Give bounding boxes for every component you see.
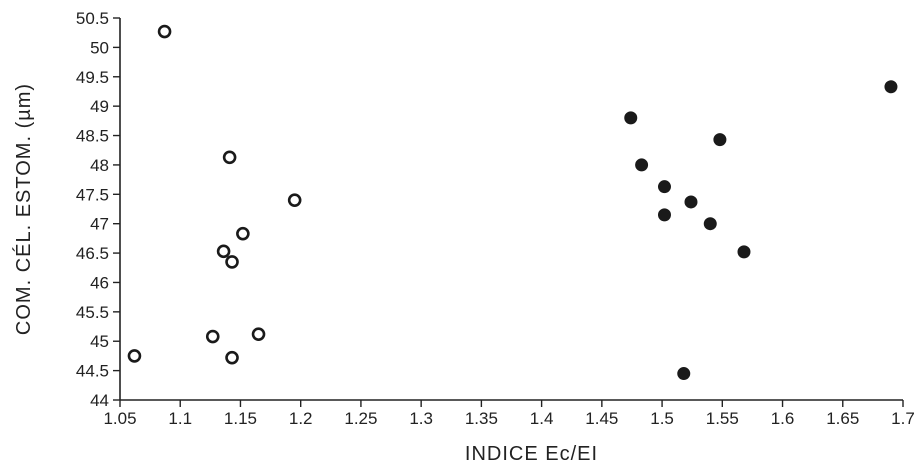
x-tick-label: 1.45 xyxy=(585,409,618,428)
filled-circle-point xyxy=(737,245,751,259)
data-points xyxy=(127,24,898,381)
y-tick-label: 46 xyxy=(90,273,109,292)
x-axis-ticks: 1.05 1.1 1.15 1.2 1.25 1.3 1.35 1.4 1.45 1.5 1.55 1… xyxy=(103,400,915,428)
x-axis-title: INDICE Ec/EI xyxy=(465,443,598,465)
y-tick-label: 45.5 xyxy=(76,303,109,322)
y-tick-label: 48 xyxy=(90,156,109,175)
x-tick-label: 1.35 xyxy=(465,409,498,428)
x-tick-label: 1.25 xyxy=(344,409,377,428)
x-tick-label: 1.15 xyxy=(224,409,257,428)
y-tick-label: 47.5 xyxy=(76,185,109,204)
y-tick-label: 49.5 xyxy=(76,68,109,87)
x-tick-label: 1.5 xyxy=(650,409,674,428)
y-tick-label: 50.5 xyxy=(76,9,109,28)
open-circle-point xyxy=(287,193,302,207)
open-circle-point xyxy=(222,150,237,165)
open-circle-point xyxy=(251,327,266,341)
y-tick-label: 45 xyxy=(90,332,109,351)
x-tick-label: 1.2 xyxy=(289,409,313,428)
x-tick-label: 1.55 xyxy=(706,409,739,428)
open-circle-point xyxy=(157,24,172,39)
open-circle-point xyxy=(127,349,142,363)
y-axis-ticks: 44 44.5 45 45.5 46 46.5 47 47.5 48 48.5 49 49.5 50 50… xyxy=(76,9,120,410)
filled-circle-point xyxy=(657,208,671,222)
filled-circle-point xyxy=(884,80,898,94)
open-circle-point xyxy=(225,350,239,365)
filled-circle-point xyxy=(635,158,649,172)
open-circle-point xyxy=(205,329,220,344)
x-tick-label: 1.7 xyxy=(891,409,915,428)
y-axis-title: COM. CÉL. ESTOM. (µm) xyxy=(12,83,35,335)
filled-circle-point xyxy=(703,217,717,231)
x-tick-label: 1.05 xyxy=(103,409,136,428)
y-tick-label: 47 xyxy=(90,215,109,234)
open-circle-point xyxy=(216,244,231,259)
open-circle-point xyxy=(236,226,250,241)
filled-circle-point xyxy=(677,367,691,381)
y-tick-label: 44.5 xyxy=(76,362,109,381)
filled-circle-point xyxy=(624,111,638,125)
y-tick-label: 44 xyxy=(90,391,109,410)
y-tick-label: 46.5 xyxy=(76,244,109,263)
x-tick-label: 1.3 xyxy=(409,409,433,428)
y-tick-label: 48.5 xyxy=(76,127,109,146)
x-tick-label: 1.1 xyxy=(168,409,192,428)
x-tick-label: 1.6 xyxy=(771,409,795,428)
x-tick-label: 1.4 xyxy=(530,409,554,428)
filled-circle-point xyxy=(657,180,671,194)
filled-circle-point xyxy=(684,195,698,209)
y-tick-label: 50 xyxy=(90,38,109,57)
filled-circle-point xyxy=(713,133,727,147)
open-circle-point xyxy=(225,255,239,269)
x-tick-label: 1.65 xyxy=(826,409,859,428)
y-tick-label: 49 xyxy=(90,97,109,116)
